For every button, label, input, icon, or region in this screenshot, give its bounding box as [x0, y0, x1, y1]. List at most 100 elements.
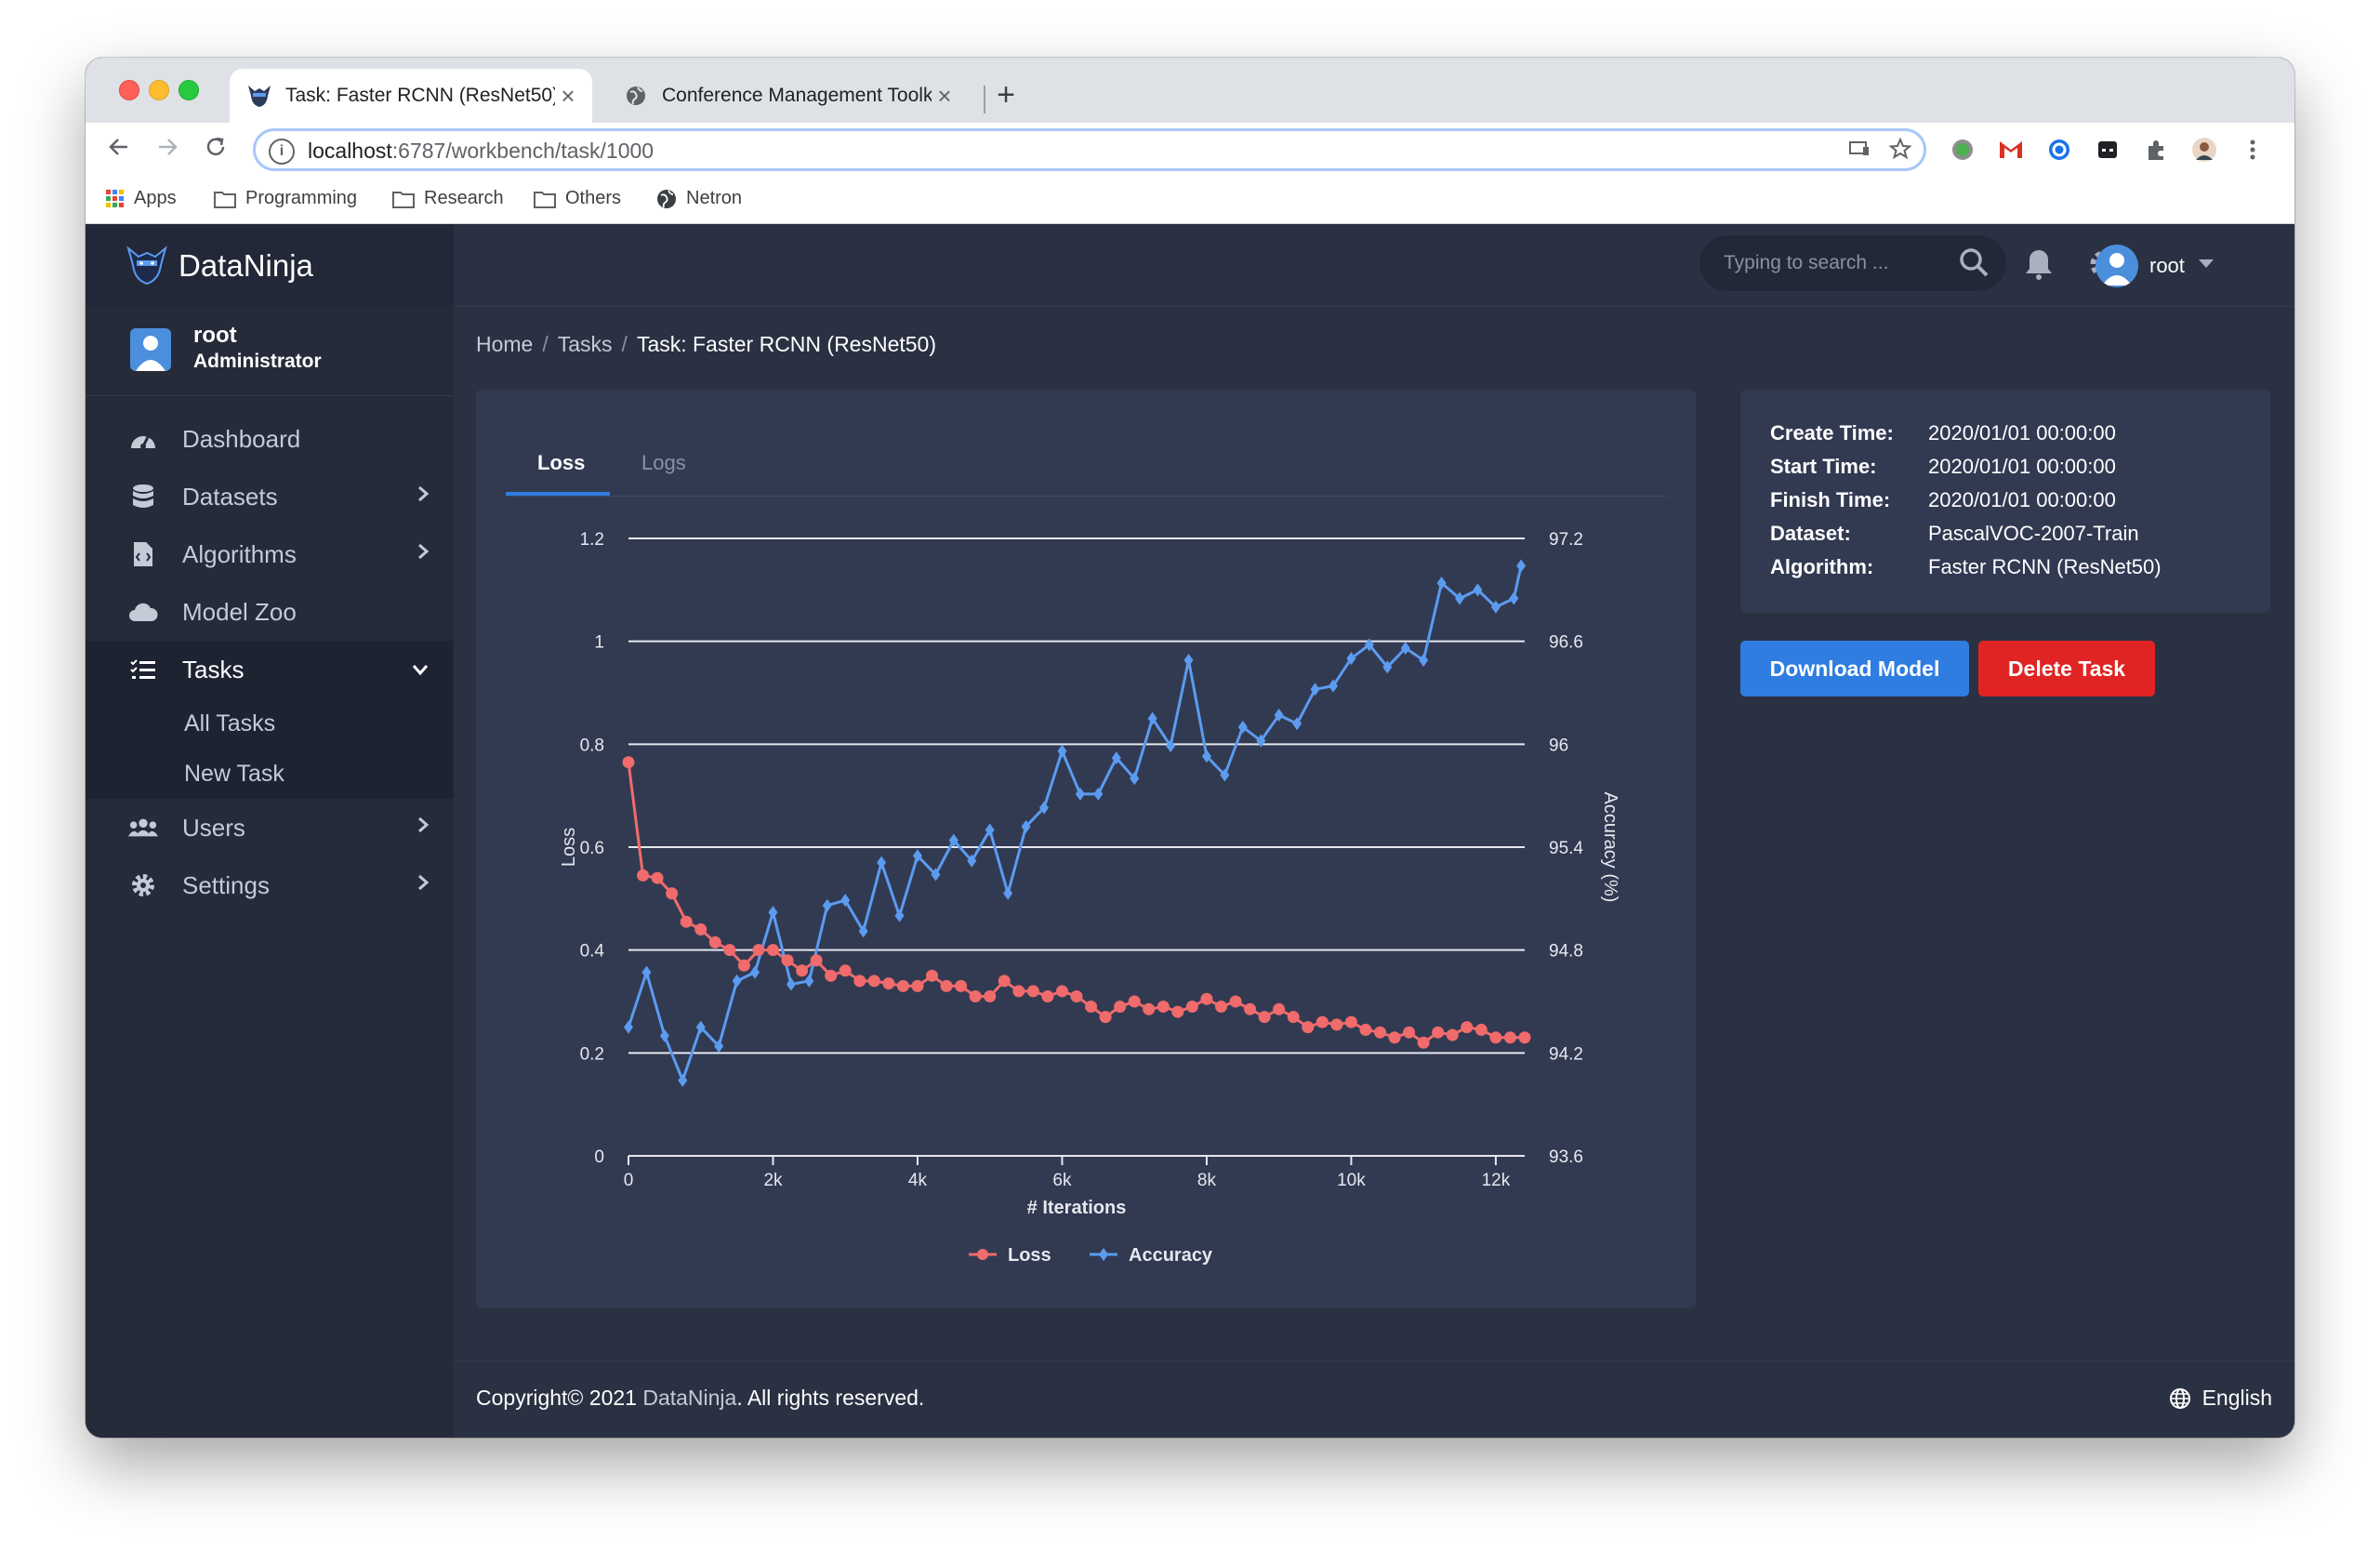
sidebar-item-model-zoo[interactable]: Model Zoo [86, 583, 454, 641]
tab-close-icon[interactable]: × [561, 81, 575, 110]
bookmark-label: Others [565, 188, 622, 208]
search-icon[interactable] [1958, 246, 1990, 283]
sidebar-item-dashboard[interactable]: Dashboard [86, 410, 454, 468]
tab-title: Task: Faster RCNN (ResNet50) [285, 85, 555, 106]
accuracy-point [1003, 886, 1013, 900]
legend-loss-label: Loss [1008, 1245, 1051, 1266]
loss-point [896, 979, 909, 992]
tab-loss[interactable]: Loss [537, 451, 586, 474]
loss-point [680, 915, 693, 928]
sidebar-item-users[interactable]: Users [86, 799, 454, 856]
forward-icon[interactable] [149, 132, 186, 169]
bell-icon[interactable] [2025, 248, 2053, 285]
accuracy-point [732, 974, 742, 988]
sidebar-item-label: Users [182, 813, 245, 842]
browser-tab-task[interactable]: Task: Faster RCNN (ResNet50) × [230, 69, 592, 123]
back-icon[interactable] [100, 132, 138, 169]
top-header: Typing to search ... root [454, 224, 2294, 307]
download-model-button[interactable]: Download Model [1740, 641, 1969, 696]
chevron-right-icon [416, 542, 430, 566]
bookmark-label: Netron [686, 188, 743, 208]
search-input[interactable]: Typing to search ... [1699, 235, 2006, 291]
loss-point [781, 954, 794, 967]
accuracy-point [1310, 683, 1320, 696]
tab-close-icon[interactable]: × [937, 81, 952, 110]
reload-icon[interactable] [197, 132, 234, 169]
sidebar-item-tasks[interactable]: Tasks [86, 641, 454, 698]
ninja-logo-icon [126, 245, 167, 290]
loss-point [1114, 1001, 1127, 1014]
sidebar-subitem-new-task[interactable]: New Task [184, 760, 284, 787]
loss-point [1273, 1002, 1286, 1015]
bookmark-netron[interactable]: Netron [656, 188, 742, 209]
accuracy-point [1183, 653, 1194, 667]
info-dataset: Dataset: PascalVOC-2007-Train [1770, 522, 2139, 546]
loss-point [911, 979, 924, 992]
info-key: Algorithm: [1770, 555, 1874, 578]
user-name: root [193, 323, 237, 348]
loss-point [1157, 1001, 1170, 1014]
url-path: :6787/workbench/task/1000 [391, 139, 654, 163]
chevron-right-icon [416, 816, 430, 840]
tab-logs[interactable]: Logs [641, 451, 686, 474]
loss-point [666, 887, 679, 900]
loss-point [1070, 989, 1083, 1002]
loss-point [752, 944, 765, 957]
new-tab-button[interactable]: + [997, 77, 1015, 113]
gear-icon [128, 870, 158, 900]
extension-green-icon[interactable] [1949, 136, 1977, 164]
maximize-window-button[interactable] [178, 80, 199, 100]
breadcrumb-separator: / [542, 332, 549, 356]
loss-point [1258, 1011, 1271, 1024]
minimize-window-button[interactable] [149, 80, 169, 100]
file-code-icon [128, 539, 158, 569]
sidebar-user[interactable]: root Administrator [86, 306, 454, 396]
cast-icon[interactable] [1845, 137, 1873, 165]
globe-icon [2169, 1387, 2191, 1410]
x-tick-label: 4k [908, 1171, 928, 1190]
bookmark-research[interactable]: Research [392, 188, 504, 209]
folder-icon [392, 190, 415, 208]
browser-tab-conference[interactable]: Conference Management Toolk × [606, 69, 969, 123]
footer-brand-link[interactable]: DataNinja [642, 1386, 737, 1410]
sidebar-subitem-all-tasks[interactable]: All Tasks [184, 710, 276, 736]
breadcrumb-home[interactable]: Home [476, 332, 534, 356]
search-placeholder: Typing to search ... [1724, 252, 1889, 273]
breadcrumb-tasks[interactable]: Tasks [557, 332, 613, 356]
sidebar-item-algorithms[interactable]: Algorithms [86, 525, 454, 583]
y2-tick-label: 96 [1549, 736, 1568, 755]
close-window-button[interactable] [119, 80, 139, 100]
gmail-icon[interactable] [1997, 136, 2025, 164]
y-tick-label: 0.2 [580, 1044, 604, 1064]
accuracy-series-line [627, 565, 1523, 1085]
loss-point [1474, 1023, 1488, 1036]
delete-task-button[interactable]: Delete Task [1978, 641, 2155, 696]
loss-point [1128, 995, 1141, 1008]
bookmark-star-icon[interactable] [1886, 137, 1914, 165]
brand[interactable]: DataNinja [86, 224, 454, 306]
sidebar-item-settings[interactable]: Settings [86, 856, 454, 914]
bookmark-programming[interactable]: Programming [214, 188, 357, 209]
extension-dark-icon[interactable] [2094, 136, 2122, 164]
info-value: 2020/01/01 00:00:00 [1928, 488, 2116, 511]
site-info-icon[interactable]: i [269, 139, 295, 165]
profile-avatar-icon[interactable] [2190, 136, 2218, 164]
address-bar[interactable]: i localhost:6787/workbench/task/1000 [253, 128, 1926, 171]
loss-point [955, 979, 968, 992]
x-tick-label: 8k [1197, 1171, 1217, 1190]
extension-c-icon[interactable] [2045, 136, 2073, 164]
accuracy-point [678, 1073, 688, 1087]
tasks-icon [128, 655, 158, 684]
chrome-menu-icon[interactable] [2239, 136, 2267, 164]
sidebar-item-datasets[interactable]: Datasets [86, 468, 454, 525]
loss-point [1432, 1026, 1445, 1039]
user-menu[interactable]: root [2096, 245, 2215, 287]
caret-down-icon [2198, 258, 2215, 274]
extensions-puzzle-icon[interactable] [2142, 136, 2170, 164]
language-selector[interactable]: English [2169, 1386, 2272, 1411]
accuracy-point [1509, 591, 1519, 605]
y2-tick-label: 97.2 [1549, 530, 1583, 550]
bookmark-apps[interactable]: Apps [106, 188, 177, 209]
bookmark-others[interactable]: Others [534, 188, 621, 209]
accuracy-point [840, 894, 851, 908]
